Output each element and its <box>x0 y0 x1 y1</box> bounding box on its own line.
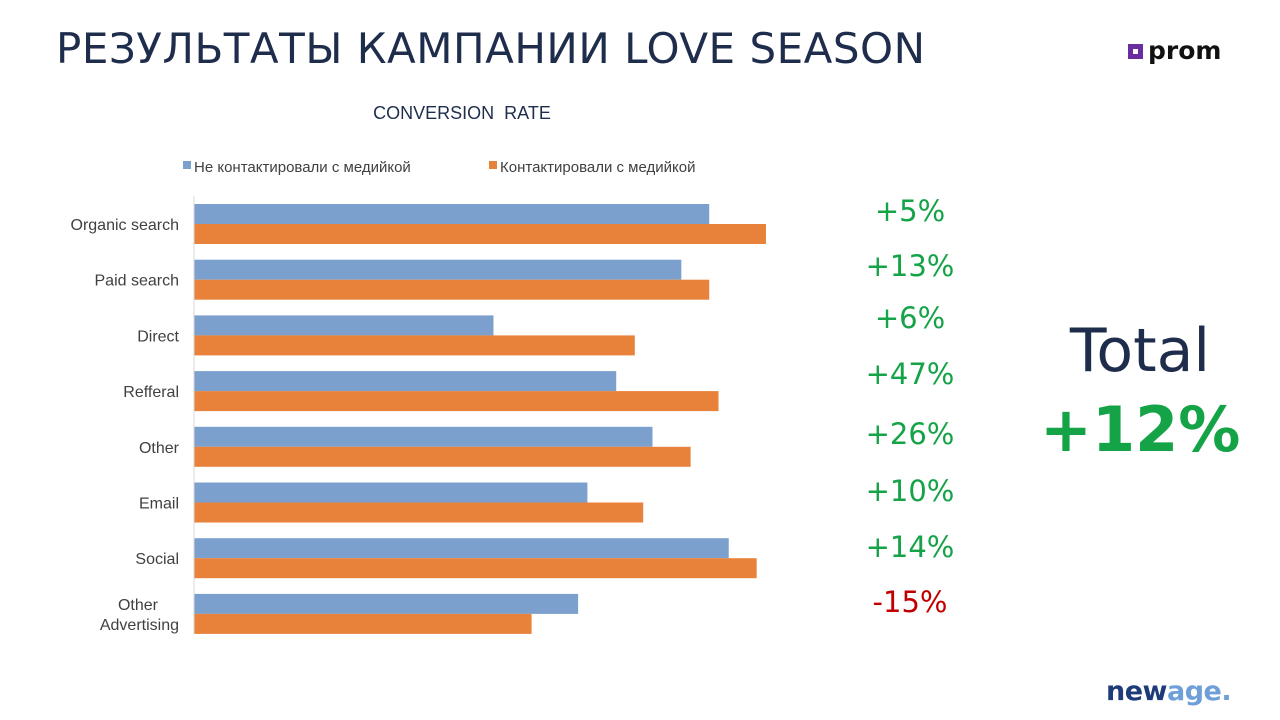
total-label: Total <box>1069 316 1211 386</box>
newage-logo: newage. <box>1106 676 1232 707</box>
category-label: Refferal <box>123 384 179 401</box>
bar-2 <box>194 502 644 523</box>
change-label: +26% <box>865 417 955 451</box>
newage-logo-new: new <box>1106 676 1167 707</box>
change-label: +14% <box>865 530 955 564</box>
prom-square-icon <box>1128 44 1143 59</box>
bar-2 <box>194 613 532 634</box>
bar-2 <box>194 224 766 244</box>
bar-1 <box>194 426 653 447</box>
slide-title: РЕЗУЛЬТАТЫ КАМПАНИИ LOVE SEASON <box>56 24 926 73</box>
change-label: +47% <box>865 357 955 391</box>
bar-1 <box>194 482 588 503</box>
bar-1 <box>194 538 729 559</box>
bar-2 <box>194 558 757 579</box>
newage-logo-age: age <box>1166 676 1222 707</box>
change-label: -15% <box>872 585 948 619</box>
category-label: Direct <box>137 328 179 345</box>
bar-2 <box>194 446 691 467</box>
prom-logo: prom <box>1128 38 1221 63</box>
bar-1 <box>194 593 579 614</box>
category-label: Other <box>139 440 180 457</box>
category-label: Email <box>139 496 179 513</box>
chart-title: CONVERSION RATE <box>373 103 551 123</box>
category-label: Paid search <box>95 273 180 290</box>
category-label: Social <box>135 551 179 568</box>
legend-swatch-1 <box>183 161 191 169</box>
bar-1 <box>194 371 617 392</box>
bar-1 <box>194 204 710 224</box>
legend-swatch-2 <box>489 161 497 169</box>
legend-label-1: Не контактировали с медийкой <box>194 159 411 176</box>
newage-logo-dot: . <box>1221 676 1232 707</box>
legend-label-2: Контактировали с медийкой <box>500 159 695 176</box>
category-label: Organic search <box>71 217 180 234</box>
bar-1 <box>194 315 494 336</box>
category-label: Other Advertising <box>100 597 179 634</box>
bar-2 <box>194 335 635 356</box>
change-label: +10% <box>865 474 955 508</box>
change-label: +5% <box>874 194 946 228</box>
change-label: +6% <box>874 301 946 335</box>
total-value: +12% <box>1040 393 1241 466</box>
prom-logo-text: prom <box>1148 36 1222 65</box>
bar-2 <box>194 279 710 300</box>
bar-2 <box>194 391 719 412</box>
bar-1 <box>194 259 682 280</box>
conversion-rate-chart: CONVERSION RATE Не контактировали с медий… <box>71 103 766 634</box>
change-label: +13% <box>865 249 955 283</box>
